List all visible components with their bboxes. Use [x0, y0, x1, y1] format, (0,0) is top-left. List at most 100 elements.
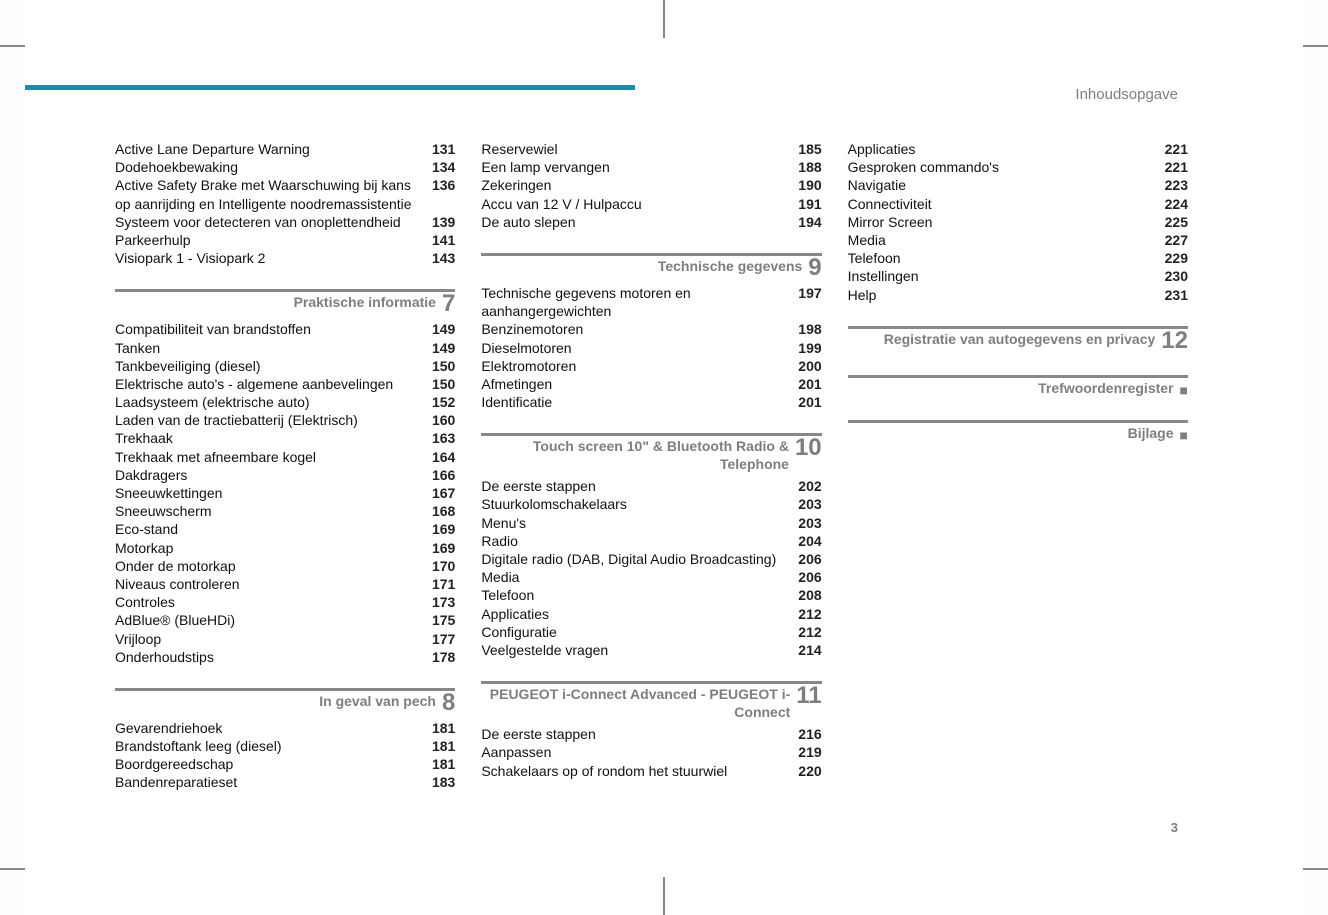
toc-entry-page: 208 [798, 586, 821, 604]
toc-entry: AdBlue® (BlueHDi)175 [115, 611, 455, 629]
toc-entry-page: 206 [798, 568, 821, 586]
toc-entry-page: 229 [1165, 249, 1188, 267]
toc-entry-page: 212 [798, 605, 821, 623]
header-accent-bar [25, 85, 635, 90]
toc-entry-label: Dodehoekbewaking [115, 158, 432, 176]
toc-entry-label: Sneeuwkettingen [115, 484, 432, 502]
toc-entry-page: 198 [798, 320, 821, 338]
toc-entry-page: 178 [432, 648, 455, 666]
toc-entry-page: 227 [1165, 231, 1188, 249]
toc-entry-label: Compatibiliteit van brandstoffen [115, 320, 432, 338]
toc-entry-label: Systeem voor detecteren van onoplettendh… [115, 213, 432, 231]
toc-entry: Gevarendriehoek181 [115, 719, 455, 737]
toc-entry-page: 173 [432, 593, 455, 611]
spine-mark-top [663, 0, 665, 38]
toc-entry-page: 201 [798, 393, 821, 411]
toc-entry-page: 194 [798, 213, 821, 231]
toc-entry: Radio204 [481, 532, 821, 550]
toc-entry-label: Elektromotoren [481, 357, 798, 375]
toc-entry-page: 169 [432, 520, 455, 538]
section-number: 7 [442, 292, 455, 316]
toc-block: Trefwoordenregister■ [848, 375, 1188, 398]
toc-entry: Applicaties221 [848, 140, 1188, 158]
toc-entry-label: Visiopark 1 - Visiopark 2 [115, 249, 432, 267]
section-title: Technische gegevens [658, 258, 802, 276]
toc-entry: Sneeuwscherm168 [115, 502, 455, 520]
toc-entry-page: 149 [432, 339, 455, 357]
toc-entry: Identificatie201 [481, 393, 821, 411]
toc-entry: Controles173 [115, 593, 455, 611]
section-title: Bijlage [1128, 425, 1174, 443]
toc-entry: Trekhaak163 [115, 429, 455, 447]
toc-column: Reservewiel185Een lamp vervangen188Zeker… [481, 140, 821, 814]
toc-entry: Laden van de tractiebatterij (Elektrisch… [115, 411, 455, 429]
toc-entry: Elektromotoren200 [481, 357, 821, 375]
toc-entry-label: Connectiviteit [848, 195, 1165, 213]
toc-entry-label: Benzinemotoren [481, 320, 798, 338]
spine-mark-bottom [663, 877, 665, 915]
toc-entry: Configuratie212 [481, 623, 821, 641]
toc-entry: Veelgestelde vragen214 [481, 641, 821, 659]
toc-entry-page: 167 [432, 484, 455, 502]
toc-entry: Laadsysteem (elektrische auto)152 [115, 393, 455, 411]
toc-entry: Trekhaak met afneembare kogel164 [115, 448, 455, 466]
toc-entry-label: Radio [481, 532, 798, 550]
toc-entry-page: 204 [798, 532, 821, 550]
toc-entry-label: De auto slepen [481, 213, 798, 231]
toc-entry-label: Applicaties [848, 140, 1165, 158]
toc-entry: Tanken149 [115, 339, 455, 357]
toc-entry-page: 166 [432, 466, 455, 484]
crop-mark [1303, 45, 1328, 47]
toc-entry-page: 149 [432, 320, 455, 338]
toc-entry-page: 177 [432, 630, 455, 648]
toc-entry-label: Dieselmotoren [481, 339, 798, 357]
toc-entry-label: Een lamp vervangen [481, 158, 798, 176]
toc-entry: Sneeuwkettingen167 [115, 484, 455, 502]
section-title: Touch screen 10" & Bluetooth Radio & Tel… [481, 438, 789, 473]
page-number: 3 [1171, 820, 1178, 835]
toc-block: Reservewiel185Een lamp vervangen188Zeker… [481, 140, 821, 231]
toc-entry-page: 231 [1165, 286, 1188, 304]
section-title: PEUGEOT i-Connect Advanced - PEUGEOT i-C… [481, 686, 790, 721]
toc-entry-label: Sneeuwscherm [115, 502, 432, 520]
toc-entry-page: 199 [798, 339, 821, 357]
section-number: 9 [808, 256, 821, 280]
section-header: Touch screen 10" & Bluetooth Radio & Tel… [481, 433, 821, 473]
toc-entry-page: 134 [432, 158, 455, 176]
toc-entry-label: Zekeringen [481, 176, 798, 194]
toc-entry-label: Schakelaars op of rondom het stuurwiel [481, 762, 798, 780]
toc-entry-page: 203 [798, 514, 821, 532]
toc-entry: Digitale radio (DAB, Digital Audio Broad… [481, 550, 821, 568]
toc-entry-label: Reservewiel [481, 140, 798, 158]
toc-entry-label: Instellingen [848, 267, 1165, 285]
toc-entry-page: 200 [798, 357, 821, 375]
toc-entry: Telefoon229 [848, 249, 1188, 267]
toc-entry-page: 164 [432, 448, 455, 466]
toc-entry-label: Vrijloop [115, 630, 432, 648]
toc-entry: De eerste stappen216 [481, 725, 821, 743]
toc-entry: Zekeringen190 [481, 176, 821, 194]
toc-entry: Instellingen230 [848, 267, 1188, 285]
toc-entry-label: Laadsysteem (elektrische auto) [115, 393, 432, 411]
toc-entry: Media206 [481, 568, 821, 586]
toc-entry: Accu van 12 V / Hulpaccu191 [481, 195, 821, 213]
toc-entry-label: AdBlue® (BlueHDi) [115, 611, 432, 629]
toc-entry-page: 197 [798, 284, 821, 302]
toc-entry-label: Parkeerhulp [115, 231, 432, 249]
toc-block: Technische gegevens 9 Technische gegevens … [481, 253, 821, 411]
toc-entry-label: Technische gegevens motoren en aanhanger… [481, 284, 798, 320]
toc-entry: Navigatie223 [848, 176, 1188, 194]
toc-entry: Elektrische auto's - algemene aanbevelin… [115, 375, 455, 393]
section-title: Trefwoordenregister [1038, 380, 1173, 398]
toc-entry-page: 220 [798, 762, 821, 780]
toc-entry-label: Brandstoftank leeg (diesel) [115, 737, 432, 755]
toc-entry-page: 201 [798, 375, 821, 393]
toc-entry: Niveaus controleren171 [115, 575, 455, 593]
toc-entry-page: 175 [432, 611, 455, 629]
toc-entry: Telefoon208 [481, 586, 821, 604]
toc-entry-label: Mirror Screen [848, 213, 1165, 231]
toc-entry: Brandstoftank leeg (diesel)181 [115, 737, 455, 755]
toc-entry-label: De eerste stappen [481, 725, 798, 743]
toc-entry: Parkeerhulp141 [115, 231, 455, 249]
toc-entry: Onderhoudstips178 [115, 648, 455, 666]
